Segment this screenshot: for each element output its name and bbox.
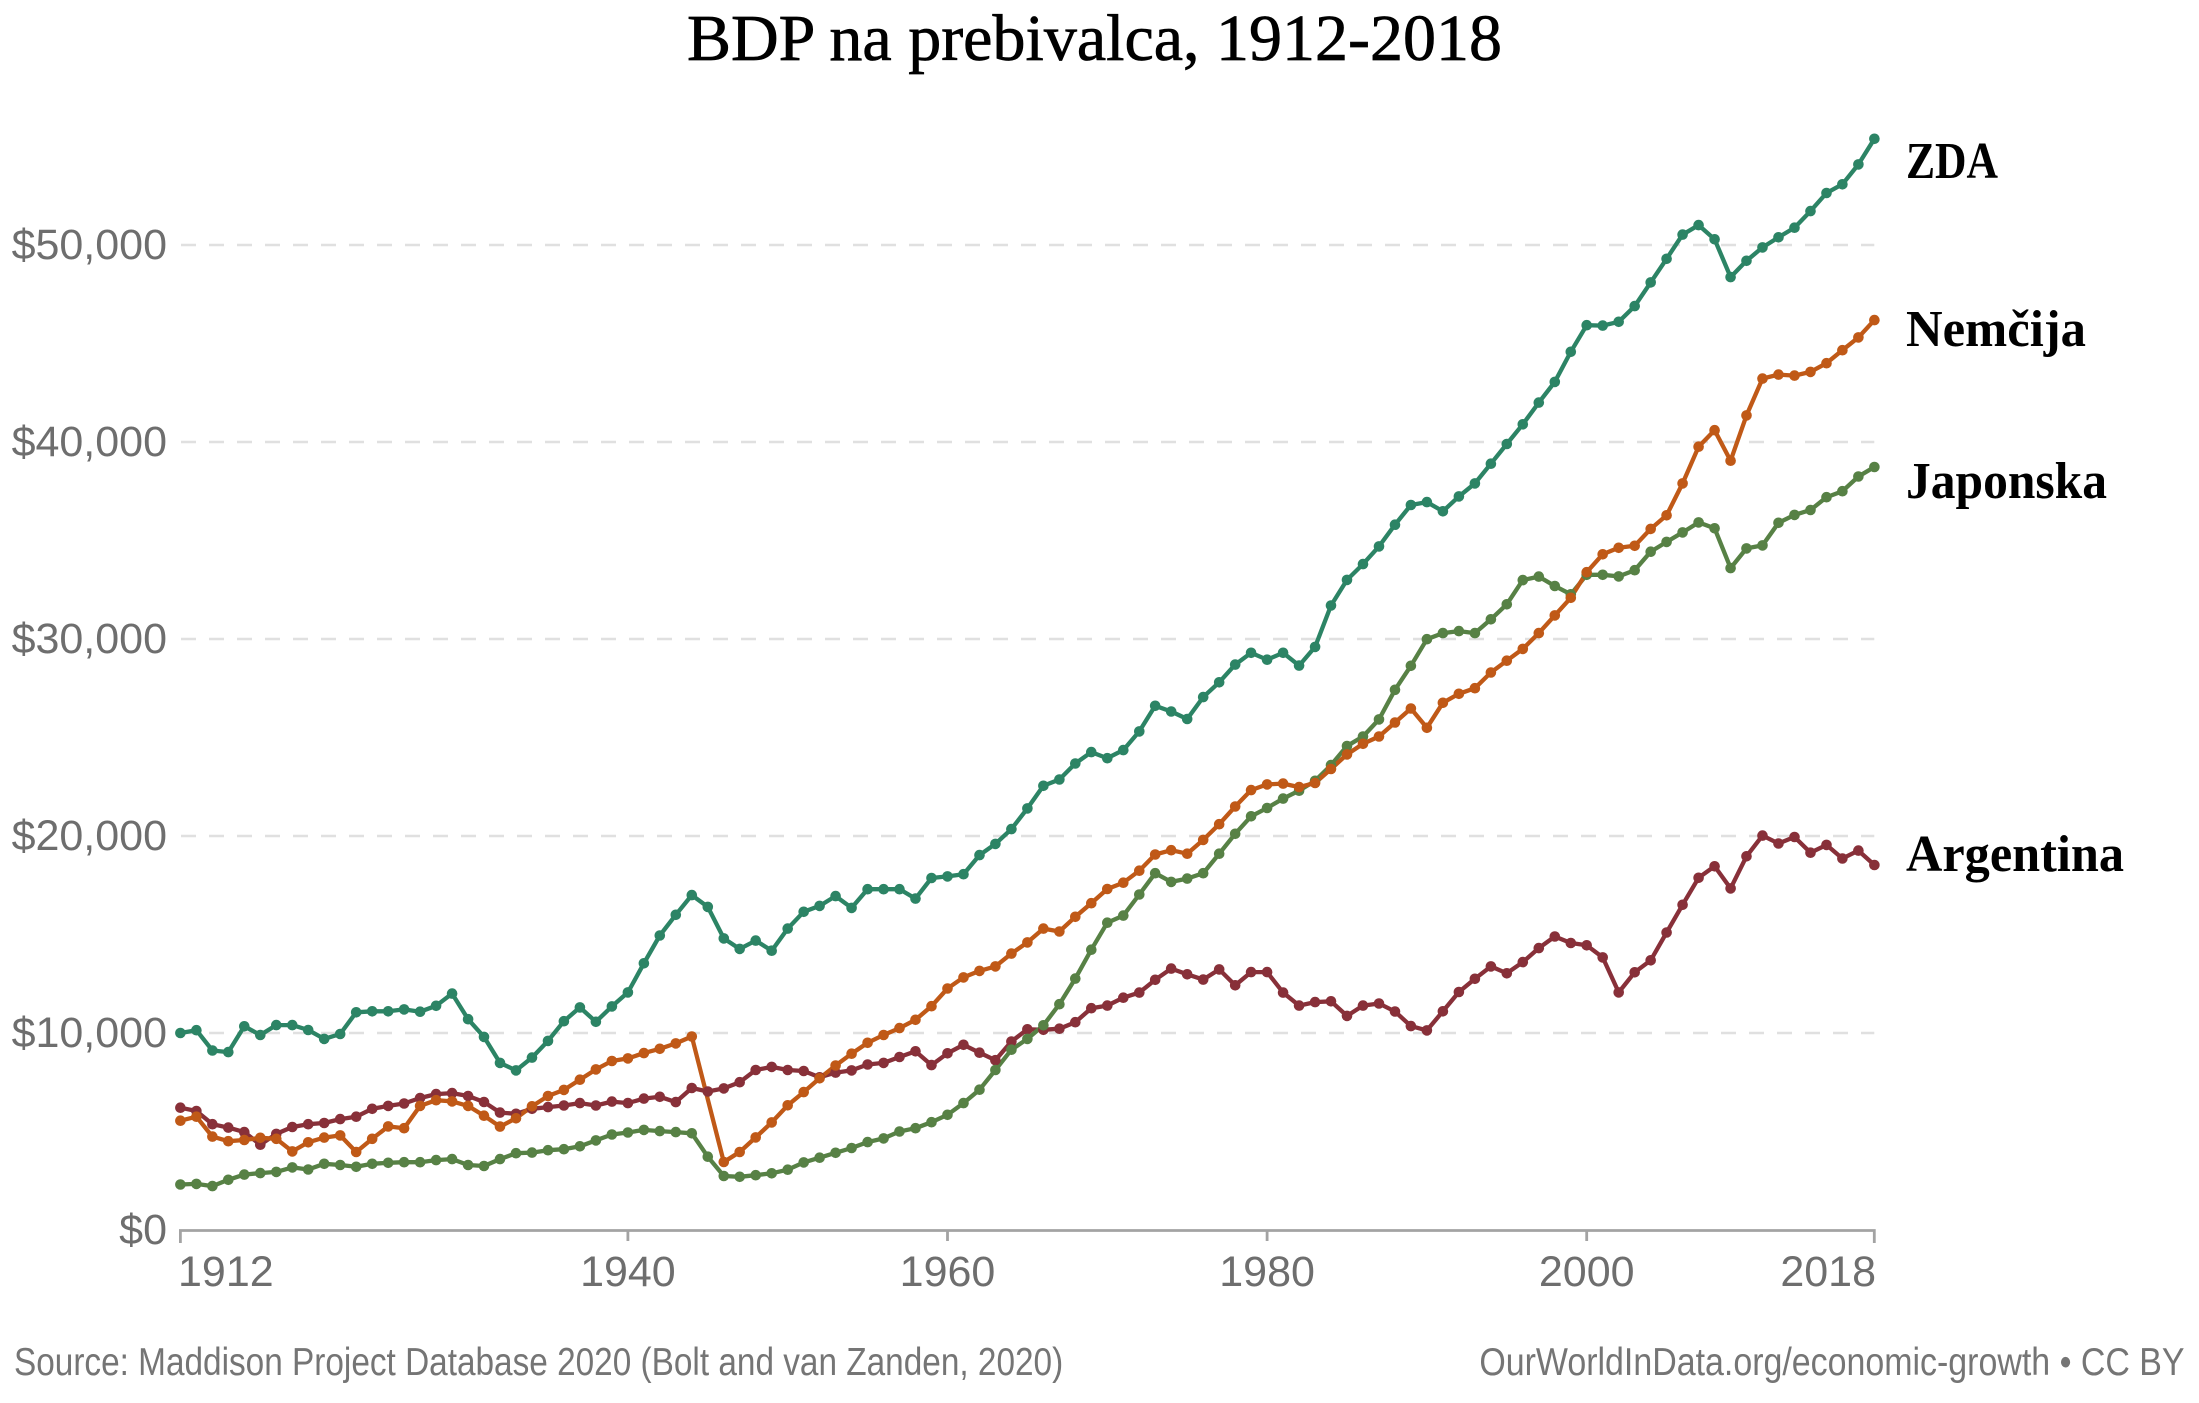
svg-text:$30,000: $30,000 [12,615,167,663]
svg-text:1912: 1912 [178,1248,274,1296]
svg-text:2000: 2000 [1539,1248,1635,1296]
svg-text:Argentina: Argentina [1906,826,2124,883]
svg-text:1980: 1980 [1219,1248,1315,1296]
svg-text:$20,000: $20,000 [12,812,167,860]
svg-text:$0: $0 [119,1206,167,1254]
svg-text:ZDA: ZDA [1906,133,1998,190]
svg-text:$50,000: $50,000 [12,221,167,269]
svg-text:2018: 2018 [1780,1248,1876,1296]
svg-text:$10,000: $10,000 [12,1009,167,1057]
svg-text:1940: 1940 [580,1248,676,1296]
svg-text:Japonska: Japonska [1906,453,2107,510]
svg-text:$40,000: $40,000 [12,418,167,466]
svg-text:1960: 1960 [900,1248,996,1296]
svg-text:Nemčija: Nemčija [1906,301,2086,358]
